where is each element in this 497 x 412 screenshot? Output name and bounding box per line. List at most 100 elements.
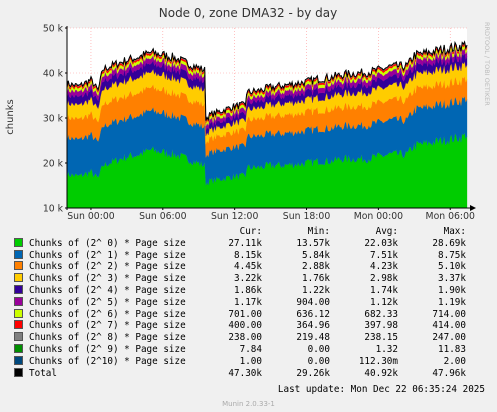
legend-row: Chunks of (2^ 9) * Page size 7.84 0.00 1.32… <box>14 343 466 356</box>
legend-min-value: 29.26k <box>296 367 330 379</box>
legend-max-value: 414.00 <box>432 320 466 332</box>
legend-cur-value: 701.00 <box>228 308 262 320</box>
legend-min-value: 0.00 <box>307 355 330 367</box>
x-tick-label: Sun 18:00 <box>283 211 331 222</box>
munin-footer: Munin 2.0.33-1 <box>222 400 275 408</box>
legend-row: Chunks of (2^ 4) * Page size 1.86k 1.22k 1.… <box>14 284 466 297</box>
x-tick-label: Mon 00:00 <box>354 211 403 222</box>
legend-label: Chunks of (2^ 1) * Page size <box>29 249 186 261</box>
legend-max-value: 5.10k <box>438 261 466 273</box>
legend-body: Chunks of (2^ 0) * Page size 27.11k 13.57k… <box>14 237 466 380</box>
legend-avg-value: 2.98k <box>370 273 398 285</box>
chart-title: Node 0, zone DMA32 - by day <box>159 6 337 20</box>
legend-cur-value: 400.00 <box>228 320 262 332</box>
legend-row: Chunks of (2^ 3) * Page size 3.22k 1.76k 2.… <box>14 273 466 285</box>
legend-max-value: 28.69k <box>432 237 466 249</box>
legend-row: Chunks of (2^ 0) * Page size 27.11k 13.57k… <box>14 237 466 250</box>
y-tick-label: 40 k <box>43 69 64 80</box>
legend-label: Chunks of (2^ 3) * Page size <box>29 273 186 285</box>
legend-cur-value: 1.00 <box>239 355 262 367</box>
legend-label: Chunks of (2^ 6) * Page size <box>29 308 186 320</box>
legend-cur-value: 1.17k <box>234 296 262 308</box>
legend-row: Chunks of (2^ 8) * Page size 238.00 219.48… <box>14 332 466 344</box>
last-update: Last update: Mon Dec 22 06:35:24 2025 <box>277 384 485 395</box>
legend-swatch <box>14 296 23 306</box>
legend-cur-value: 27.11k <box>228 237 262 249</box>
legend-header-cur: Cur: <box>239 226 262 237</box>
legend-max-value: 11.83 <box>438 343 466 355</box>
legend-swatch <box>14 343 23 353</box>
legend-swatch <box>14 249 23 259</box>
legend-max-value: 1.19k <box>438 296 466 308</box>
legend-row: Total 47.30k 29.26k 40.92k 47.96k <box>14 367 466 380</box>
legend-cur-value: 47.30k <box>228 367 262 379</box>
legend-header-min: Min: <box>307 226 330 237</box>
legend-min-value: 0.00 <box>307 343 330 355</box>
legend-header-row: Cur: Min: Avg: Max: <box>14 226 466 238</box>
legend-avg-value: 22.03k <box>364 237 398 249</box>
legend-min-value: 1.76k <box>302 273 330 285</box>
legend-cur-value: 238.00 <box>228 332 262 344</box>
legend-max-value: 47.96k <box>432 367 466 379</box>
legend-label: Chunks of (2^ 8) * Page size <box>29 332 186 344</box>
legend-cur-value: 7.84 <box>239 343 262 355</box>
legend-min-value: 2.88k <box>302 261 330 273</box>
legend-max-value: 2.00 <box>443 355 466 367</box>
legend-avg-value: 112.30m <box>358 355 398 367</box>
legend-avg-value: 238.15 <box>364 332 398 344</box>
legend-label: Chunks of (2^ 2) * Page size <box>29 261 186 273</box>
x-tick-label: Sun 06:00 <box>139 211 187 222</box>
legend-swatch <box>14 332 23 342</box>
y-tick-label: 50 k <box>43 24 64 35</box>
tick-layer: 10 k 20 k 30 k 40 k 50 k Sun 00:00 Sun 06:00 Su… <box>43 24 475 223</box>
legend-swatch <box>14 355 23 365</box>
legend-header-avg: Avg: <box>375 226 398 237</box>
legend-min-value: 364.96 <box>296 320 330 332</box>
legend-min-value: 636.12 <box>296 308 330 320</box>
legend-swatch <box>14 273 23 283</box>
legend-row: Chunks of (2^10) * Page size 1.00 0.00 112.… <box>14 355 466 368</box>
legend-avg-value: 1.74k <box>370 284 398 296</box>
legend-table: Cur: Min: Avg: Max: Chunks of (2^ 0) * P… <box>14 226 466 379</box>
legend-avg-value: 397.98 <box>364 320 398 332</box>
legend-min-value: 1.22k <box>302 284 330 296</box>
legend-cur-value: 3.22k <box>234 273 262 285</box>
legend-swatch <box>14 308 23 318</box>
legend-max-value: 8.75k <box>438 249 466 261</box>
legend-row: Chunks of (2^ 5) * Page size 1.17k 904.00 1… <box>14 296 466 309</box>
legend-max-value: 3.37k <box>438 273 466 285</box>
legend-avg-value: 7.51k <box>370 249 398 261</box>
legend-min-value: 219.48 <box>296 332 330 344</box>
legend-avg-value: 1.12k <box>370 296 398 308</box>
legend-max-value: 1.90k <box>438 284 466 296</box>
legend-cur-value: 1.86k <box>234 284 262 296</box>
legend-row: Chunks of (2^ 1) * Page size 8.15k 5.84k 7.… <box>14 249 466 262</box>
legend-swatch <box>14 237 23 247</box>
legend-row: Chunks of (2^ 6) * Page size 701.00 636.12… <box>14 308 466 321</box>
legend-min-value: 5.84k <box>302 249 330 261</box>
y-tick-label: 20 k <box>43 159 64 170</box>
legend-label: Chunks of (2^ 9) * Page size <box>29 343 186 355</box>
legend-label: Chunks of (2^10) * Page size <box>29 355 186 367</box>
legend-avg-value: 682.33 <box>364 308 398 320</box>
legend-avg-value: 40.92k <box>364 367 398 379</box>
legend-label: Chunks of (2^ 4) * Page size <box>29 284 186 296</box>
y-tick-label: 30 k <box>43 114 64 125</box>
legend-row: Chunks of (2^ 2) * Page size 4.45k 2.88k 4.… <box>14 261 466 273</box>
legend-label: Chunks of (2^ 7) * Page size <box>29 320 186 332</box>
legend-avg-value: 1.32 <box>375 343 398 355</box>
legend-swatch <box>14 284 23 294</box>
axis-layer <box>66 26 476 211</box>
area-layer <box>66 40 468 209</box>
legend-max-value: 247.00 <box>432 332 466 344</box>
legend-avg-value: 4.23k <box>370 261 398 273</box>
rrdtool-watermark: RRDTOOL / TOBI OETIKER <box>483 22 491 106</box>
legend-min-value: 904.00 <box>296 296 330 308</box>
legend-header-max: Max: <box>443 226 466 237</box>
legend-cur-value: 8.15k <box>234 249 262 261</box>
total-line <box>66 40 468 122</box>
x-tick-label: Sun 00:00 <box>67 211 115 222</box>
legend-label: Chunks of (2^ 5) * Page size <box>29 296 186 308</box>
legend-min-value: 13.57k <box>296 237 330 249</box>
